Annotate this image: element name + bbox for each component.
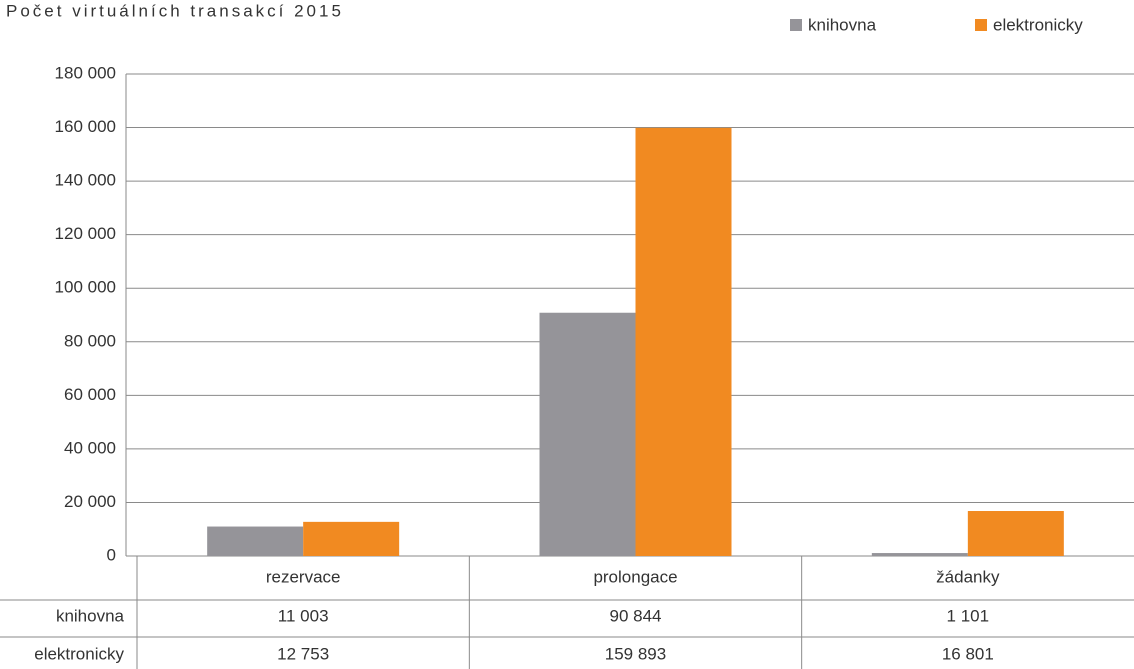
table-cell: 12 753 xyxy=(277,644,329,663)
y-tick-label: 20 000 xyxy=(64,492,116,511)
bar xyxy=(207,526,304,556)
y-tick-label: 100 000 xyxy=(55,278,116,297)
table-cell: 16 801 xyxy=(942,644,994,663)
table-cell: 159 893 xyxy=(605,644,666,663)
y-tick-label: 0 xyxy=(107,545,116,564)
y-tick-label: 140 000 xyxy=(55,171,116,190)
chart-title: Počet virtuálních transakcí 2015 xyxy=(6,1,344,20)
bar xyxy=(871,553,968,556)
x-tick-label: prolongace xyxy=(593,567,677,586)
y-tick-label: 120 000 xyxy=(55,224,116,243)
x-tick-label: žádanky xyxy=(936,567,1000,586)
y-tick-label: 60 000 xyxy=(64,385,116,404)
legend-swatch xyxy=(790,19,802,31)
legend-swatch xyxy=(975,19,987,31)
table-row-label: knihovna xyxy=(56,606,125,625)
bar xyxy=(635,127,732,557)
x-tick-label: rezervace xyxy=(266,567,341,586)
legend-label: knihovna xyxy=(808,15,877,34)
bar xyxy=(967,511,1064,556)
y-tick-label: 40 000 xyxy=(64,438,116,457)
table-cell: 1 101 xyxy=(947,606,990,625)
bar xyxy=(303,521,400,556)
y-tick-label: 160 000 xyxy=(55,117,116,136)
table-cell: 11 003 xyxy=(278,606,329,625)
y-tick-label: 180 000 xyxy=(55,63,116,82)
legend-label: elektronicky xyxy=(993,15,1083,34)
table-cell: 90 844 xyxy=(610,606,662,625)
table-row-label: elektronicky xyxy=(34,644,124,663)
y-tick-label: 80 000 xyxy=(64,331,116,350)
bar xyxy=(539,312,636,556)
